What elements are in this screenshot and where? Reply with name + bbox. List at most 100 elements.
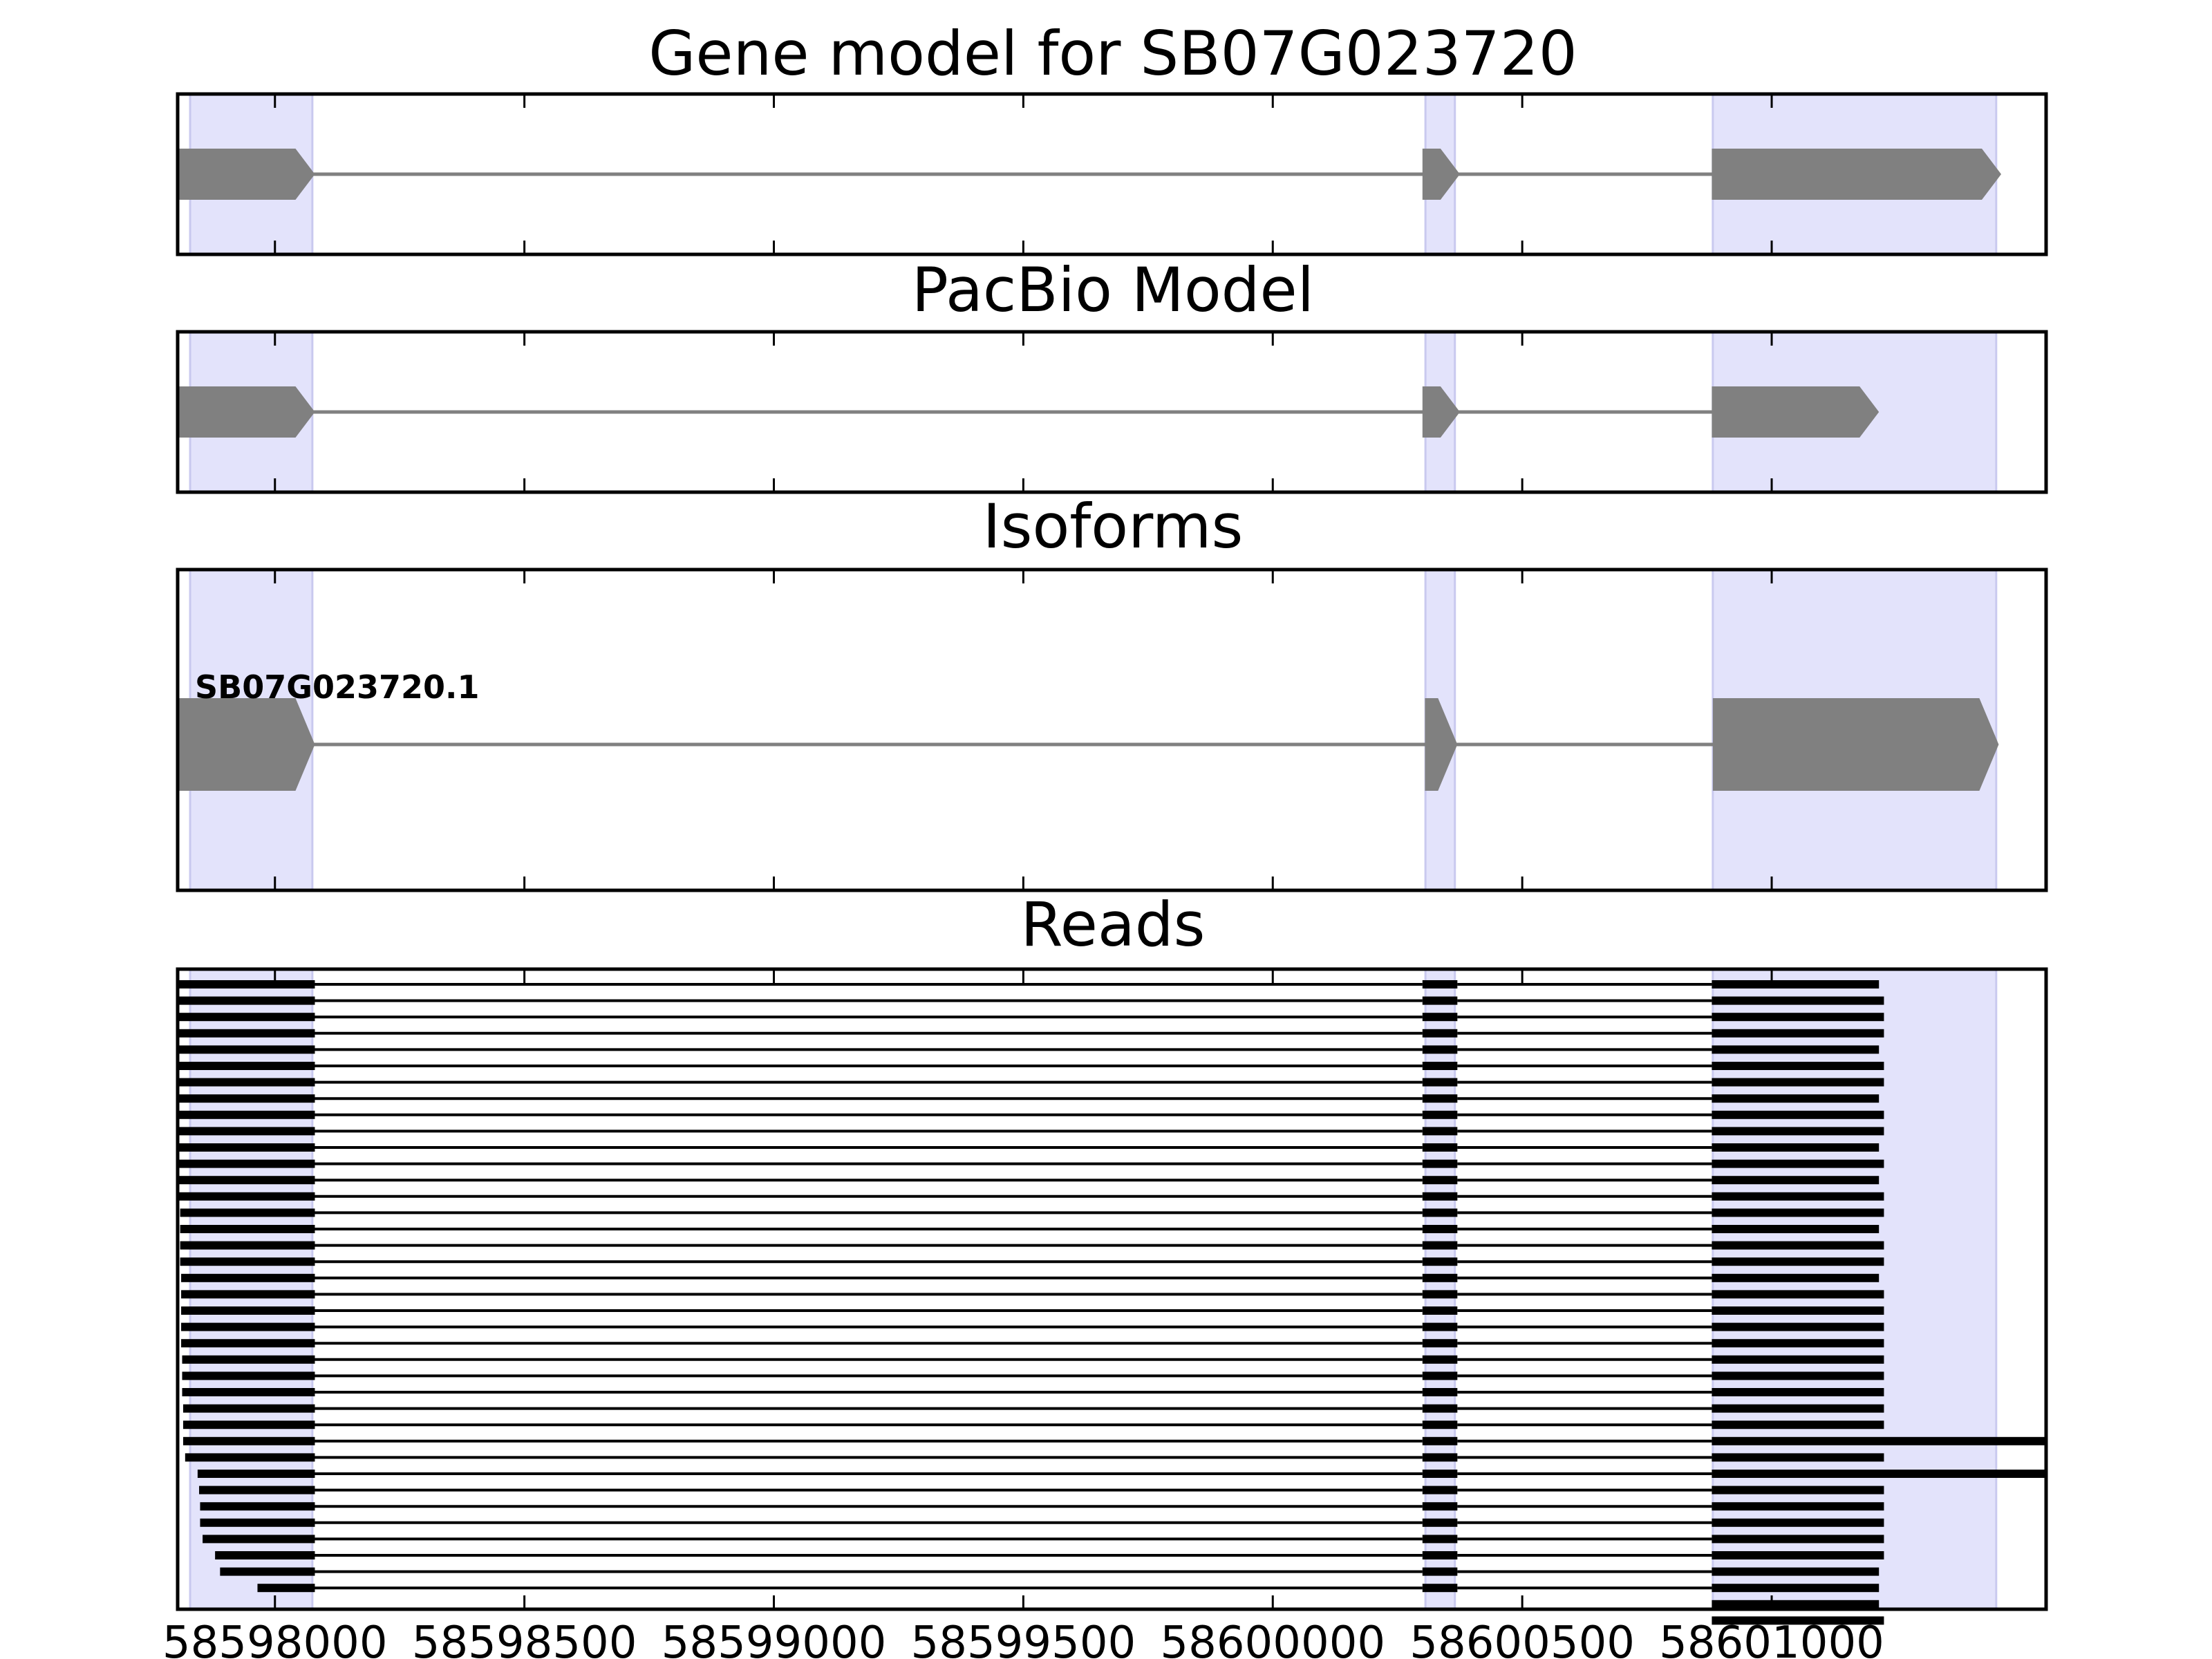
pacbio-model-title: PacBio Model <box>912 254 1314 326</box>
read-block <box>1712 1094 1880 1103</box>
read-block <box>1422 1241 1458 1250</box>
read-alignment <box>180 1208 1884 1217</box>
read-block <box>1712 1159 1884 1168</box>
read-block <box>1422 1388 1458 1396</box>
read-alignment <box>178 1029 1884 1038</box>
read-block <box>1422 1355 1458 1364</box>
isoform-label: SB07G023720.1 <box>195 668 479 706</box>
read-block <box>1712 1045 1880 1054</box>
read-block <box>1422 1551 1458 1559</box>
read-block <box>1712 1339 1884 1348</box>
read-block <box>1712 1110 1884 1119</box>
read-block <box>1712 1421 1884 1430</box>
read-block <box>1422 1176 1458 1185</box>
read-block <box>257 1584 315 1593</box>
gene-model-title: Gene model for SB07G023720 <box>648 18 1577 89</box>
read-alignment <box>178 1143 1880 1152</box>
read-block <box>1422 996 1458 1005</box>
read-block <box>1422 1290 1458 1299</box>
read-block <box>178 1094 315 1103</box>
read-alignment <box>182 1355 1884 1364</box>
panel-frame <box>176 568 2048 892</box>
read-block <box>1712 1322 1884 1331</box>
read-block <box>1422 1225 1458 1233</box>
read-block <box>1712 1241 1884 1250</box>
read-block <box>182 1404 315 1413</box>
read-block <box>185 1453 315 1462</box>
panel-frame <box>176 330 2048 494</box>
read-block <box>1712 1453 1884 1462</box>
read-block <box>215 1551 315 1559</box>
x-tick-label: 58601000 <box>1659 1618 1884 1659</box>
read-block <box>178 980 315 988</box>
x-tick-label: 58598000 <box>162 1618 388 1659</box>
read-block <box>178 1045 315 1054</box>
read-block <box>1712 1567 1880 1576</box>
read-block <box>1712 1436 2046 1445</box>
read-block <box>1422 1421 1458 1430</box>
read-block <box>1422 1584 1458 1593</box>
read-block <box>1422 1470 1458 1478</box>
read-block <box>1422 1192 1458 1201</box>
read-block <box>200 1502 315 1511</box>
read-alignment <box>178 996 1884 1005</box>
isoforms-panel: Isoforms SB07G023720.1 <box>176 491 2048 892</box>
read-block <box>181 1322 315 1331</box>
read-alignment <box>1712 1600 1880 1609</box>
read-block <box>181 1273 315 1282</box>
read-block <box>1422 1094 1458 1103</box>
read-block <box>1422 1257 1458 1266</box>
read-block <box>180 1241 315 1250</box>
x-tick-label: 58600500 <box>1409 1618 1635 1659</box>
read-block <box>1712 1192 1884 1201</box>
read-block <box>1712 1013 1884 1022</box>
read-block <box>182 1388 315 1396</box>
read-alignment <box>178 1127 1884 1136</box>
read-block <box>179 1192 315 1201</box>
exon-block <box>1712 386 1880 438</box>
read-block <box>1422 1322 1458 1331</box>
exon-block <box>178 386 315 438</box>
read-block <box>1712 1257 1884 1266</box>
read-block <box>182 1421 315 1430</box>
exon-block <box>1422 386 1460 438</box>
read-alignment <box>182 1388 1884 1396</box>
read-block <box>1422 1306 1458 1315</box>
read-alignment <box>203 1535 1884 1544</box>
read-block <box>1712 1470 2046 1478</box>
read-block <box>1422 1013 1458 1022</box>
read-alignment <box>200 1518 1884 1527</box>
read-block <box>1712 1616 1884 1625</box>
read-block <box>1712 1600 1880 1609</box>
read-alignment <box>185 1453 1884 1462</box>
read-alignment <box>178 1045 1880 1054</box>
pacbio-model-panel: PacBio Model <box>176 254 2048 494</box>
x-tick-label: 58599000 <box>662 1618 887 1659</box>
read-block <box>182 1355 315 1364</box>
read-alignment <box>180 1241 1884 1250</box>
exon-block <box>178 698 315 791</box>
read-block <box>1712 1127 1884 1136</box>
read-block <box>1422 1208 1458 1217</box>
read-block <box>1712 1535 1884 1544</box>
read-alignment <box>182 1404 1884 1413</box>
read-block <box>178 1110 315 1119</box>
read-block <box>1712 1176 1880 1185</box>
read-alignment <box>182 1436 2046 1445</box>
exon-block <box>1425 698 1458 791</box>
read-block <box>178 1143 315 1152</box>
panel-frame <box>176 967 2048 1611</box>
read-block <box>1422 1453 1458 1462</box>
read-alignment <box>178 1013 1884 1022</box>
read-block <box>1422 1045 1458 1054</box>
read-block <box>1712 1518 1884 1527</box>
read-alignment <box>182 1371 1884 1380</box>
read-block <box>1422 1404 1458 1413</box>
read-alignment <box>1712 1616 1884 1625</box>
read-block <box>1712 1371 1884 1380</box>
read-block <box>1422 1110 1458 1119</box>
read-block <box>1712 1143 1880 1152</box>
read-block <box>1422 1159 1458 1168</box>
read-alignment <box>178 1062 1884 1070</box>
